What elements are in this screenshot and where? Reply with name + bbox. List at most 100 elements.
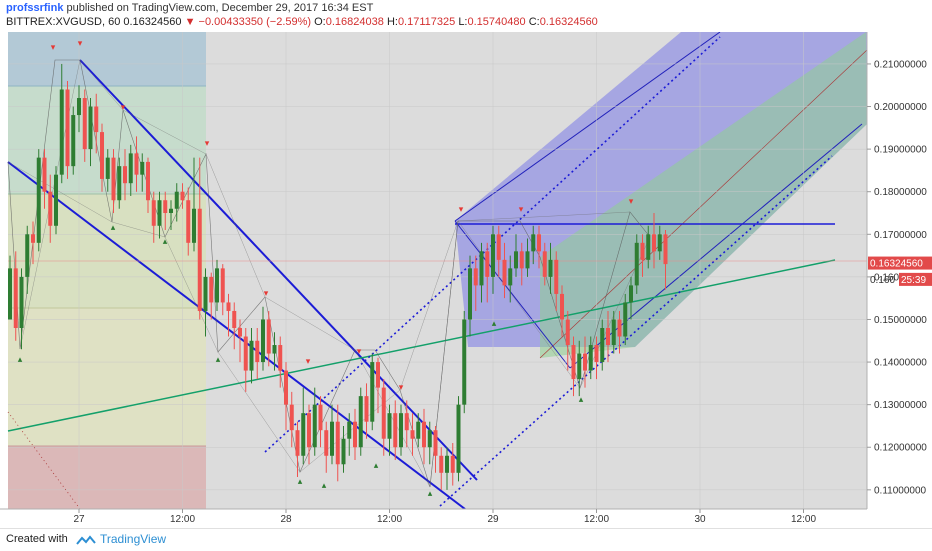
- time-axis-labels: 27 12:00 28 12:00 29 12:00 30 12:00: [73, 509, 816, 525]
- candle: [537, 225, 541, 269]
- candle: [519, 242, 524, 286]
- pattern-markers: ▾ ▾ ▾ ▾ ▾ ▾ ▾ ▾ ▾ ▾ ▾ ▴ ▴ ▴ ▴ ▴ ▴ ▴ ▴ ▴ …: [18, 38, 634, 498]
- candle: [289, 391, 294, 448]
- candle-body: [537, 234, 541, 252]
- x-tick-label: 12:00: [377, 514, 402, 525]
- candle: [416, 413, 421, 448]
- svg-text:▾: ▾: [205, 138, 210, 148]
- candle-body: [77, 98, 81, 116]
- candle: [134, 136, 139, 192]
- candle: [186, 187, 191, 256]
- candle-body: [663, 234, 668, 265]
- created-with-text: Created with: [6, 533, 68, 545]
- candle-body: [542, 251, 547, 277]
- candle: [203, 268, 208, 337]
- candle-body: [157, 200, 162, 226]
- candle: [324, 421, 329, 473]
- candle: [180, 183, 185, 209]
- y-tick-label: 0.17000000: [874, 230, 927, 241]
- y-tick-label: 0.19000000: [874, 145, 927, 156]
- candle: [565, 310, 570, 371]
- candle: [445, 447, 449, 490]
- candle: [663, 230, 668, 290]
- candle: [629, 276, 633, 320]
- candle: [105, 149, 110, 192]
- candle-body: [117, 166, 122, 201]
- candle-body: [450, 455, 455, 473]
- candle: [94, 93, 99, 154]
- candle-body: [140, 161, 145, 175]
- candle: [197, 157, 202, 320]
- candle: [473, 255, 478, 311]
- candle-body: [404, 413, 409, 431]
- candle-body: [629, 285, 633, 303]
- candle: [427, 421, 432, 465]
- candle-body: [330, 421, 334, 456]
- candle-body: [163, 200, 168, 214]
- time-axis[interactable]: [0, 508, 932, 528]
- down-arrow-icon: ▼: [184, 16, 196, 28]
- candle-body: [324, 430, 329, 456]
- candle-body: [565, 319, 570, 346]
- candle: [243, 327, 248, 392]
- candle: [42, 149, 47, 209]
- candle-body: [25, 234, 30, 277]
- candle: [278, 336, 283, 388]
- candle-body: [657, 234, 662, 252]
- candle-body: [226, 302, 231, 311]
- candle-body: [554, 259, 559, 294]
- svg-text:▾: ▾: [78, 38, 83, 48]
- svg-text:▾: ▾: [629, 196, 634, 206]
- candle-body: [134, 153, 139, 175]
- last-price-tag-text: 0.16324560: [870, 259, 923, 270]
- high-value: 0.17117325: [397, 16, 456, 28]
- candle-body: [100, 132, 104, 179]
- candle: [640, 234, 645, 277]
- candle: [353, 408, 357, 461]
- candle-body: [307, 413, 311, 448]
- countdown-tag: [899, 272, 932, 286]
- candle: [358, 387, 363, 456]
- candle-body: [128, 153, 133, 184]
- y-tick-label: 0.21000000: [874, 59, 927, 70]
- candle-body: [353, 421, 357, 448]
- candle-body: [399, 413, 403, 448]
- tradingview-brand-link[interactable]: TradingView: [100, 532, 167, 546]
- candle: [261, 306, 265, 371]
- close-label: C:: [528, 16, 540, 28]
- price-chart[interactable]: ▾ ▾ ▾ ▾ ▾ ▾ ▾ ▾ ▾ ▾ ▾ ▴ ▴ ▴ ▴ ▴ ▴ ▴ ▴ ▴ …: [0, 32, 932, 528]
- svg-text:▾: ▾: [357, 346, 362, 356]
- candle-body: [456, 404, 461, 473]
- candle-body: [560, 293, 564, 320]
- candle-body: [387, 413, 392, 439]
- candle-body: [42, 157, 47, 192]
- x-tick-label: 29: [487, 514, 499, 525]
- candle: [594, 336, 599, 380]
- candle-body: [8, 268, 12, 320]
- published-text: published on TradingView.com, December 2…: [66, 2, 374, 14]
- candle: [347, 413, 352, 456]
- candle-body: [422, 421, 426, 448]
- candle: [623, 293, 628, 346]
- last-price-tag: [868, 256, 932, 270]
- author-link[interactable]: profssrfink: [6, 2, 64, 14]
- candle: [514, 234, 518, 277]
- candle-body: [491, 234, 495, 277]
- candle: [140, 153, 145, 192]
- y-tick-label: 0.18000000: [874, 187, 927, 198]
- candle: [364, 383, 369, 439]
- candle-body: [531, 234, 536, 252]
- candle-body: [473, 268, 478, 286]
- candle: [399, 404, 403, 456]
- tradingview-logo-icon: [76, 535, 96, 545]
- candle: [496, 225, 501, 277]
- candle: [433, 425, 438, 473]
- candle-body: [364, 396, 369, 422]
- candle-body: [496, 234, 501, 260]
- candle: [341, 425, 346, 473]
- candle-body: [485, 251, 490, 277]
- price-axis[interactable]: [866, 32, 932, 509]
- candle-body: [278, 345, 283, 371]
- candle-body: [209, 276, 214, 303]
- candle: [13, 251, 18, 341]
